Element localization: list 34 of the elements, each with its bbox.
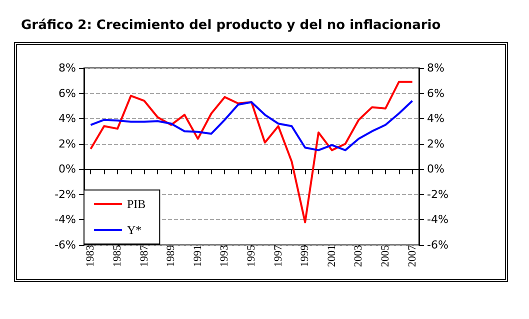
x-tick-label: 2003 — [352, 244, 365, 267]
y2-tick-label: 0% — [427, 162, 444, 176]
x-tick-label: 1989 — [165, 244, 178, 267]
chart-title: Gráfico 2: Crecimiento del producto y del no inflacionario — [21, 18, 441, 33]
y-tick-label: 0% — [58, 162, 76, 176]
y2-tick-label: -2% — [427, 188, 448, 201]
y2-tick-label: -4% — [427, 213, 448, 226]
x-tick-label: 2005 — [380, 244, 392, 267]
y2-tick-label: 6% — [427, 86, 444, 100]
y-tick-label: -2% — [54, 188, 76, 201]
y2-tick-label: 2% — [427, 137, 444, 150]
y-tick-label: 8% — [58, 62, 76, 74]
x-tick-label: 1985 — [112, 244, 124, 267]
line-series — [90, 100, 414, 152]
x-tick-label: 1997 — [272, 244, 284, 267]
y2-tick-label: 8% — [427, 62, 444, 74]
x-tick-label: 1993 — [218, 244, 231, 267]
x-tick-label: 1983 — [84, 244, 97, 267]
x-tick-label: 1999 — [299, 244, 312, 267]
y-tick-label: 4% — [58, 112, 76, 126]
y2-tick-label: 4% — [427, 112, 444, 126]
line-series — [90, 80, 414, 224]
legend-label: Y* — [127, 223, 142, 237]
y-tick-label: -6% — [54, 238, 76, 252]
x-tick-label: 1995 — [246, 244, 258, 267]
x-tick-label: 1987 — [138, 244, 150, 267]
y-tick-label: -4% — [54, 213, 76, 226]
x-tick-label: 2007 — [406, 244, 418, 267]
y-tick-label: 6% — [58, 86, 76, 100]
legend-label: PIB — [127, 197, 146, 211]
x-tick-label: 2001 — [326, 245, 338, 267]
x-tick-label: 1991 — [192, 245, 204, 267]
y2-tick-label: -6% — [427, 238, 448, 252]
y-tick-label: 2% — [58, 137, 76, 150]
